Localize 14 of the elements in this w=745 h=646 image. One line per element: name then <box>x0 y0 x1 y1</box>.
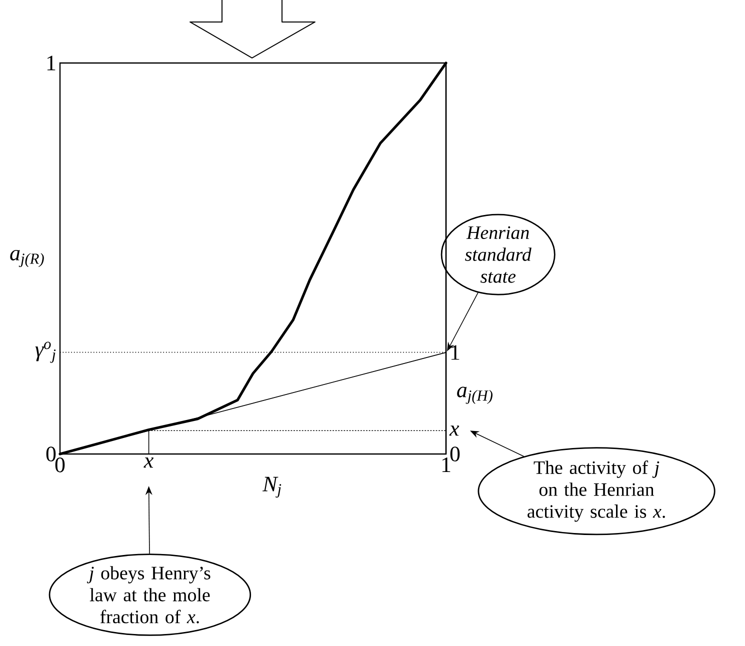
y2-tick-label: 1 <box>451 345 460 360</box>
y2-axis-title: a$_{j(H)}$ <box>457 386 492 404</box>
x-axis-title: N$_{j}$ <box>262 476 282 498</box>
y-tick-label: 0 <box>46 446 56 462</box>
text: j obeys Henry’s law at the mole fraction of x. <box>86 566 210 624</box>
text: Henrian standard state <box>465 226 532 283</box>
y2-tick-label: x <box>449 426 460 436</box>
y-axis-title: a$_{j(R)}$ <box>10 250 44 268</box>
y-tick-label: 1 <box>47 56 56 70</box>
text: The activity of j on the Henrian activity scale is x. <box>528 460 665 522</box>
x-tick-label: x <box>144 458 154 468</box>
y-tick-label: γ$^{o}$j <box>35 342 56 363</box>
x-tick-label: 1 <box>442 458 450 472</box>
y2-tick-label: 0 <box>450 446 460 462</box>
